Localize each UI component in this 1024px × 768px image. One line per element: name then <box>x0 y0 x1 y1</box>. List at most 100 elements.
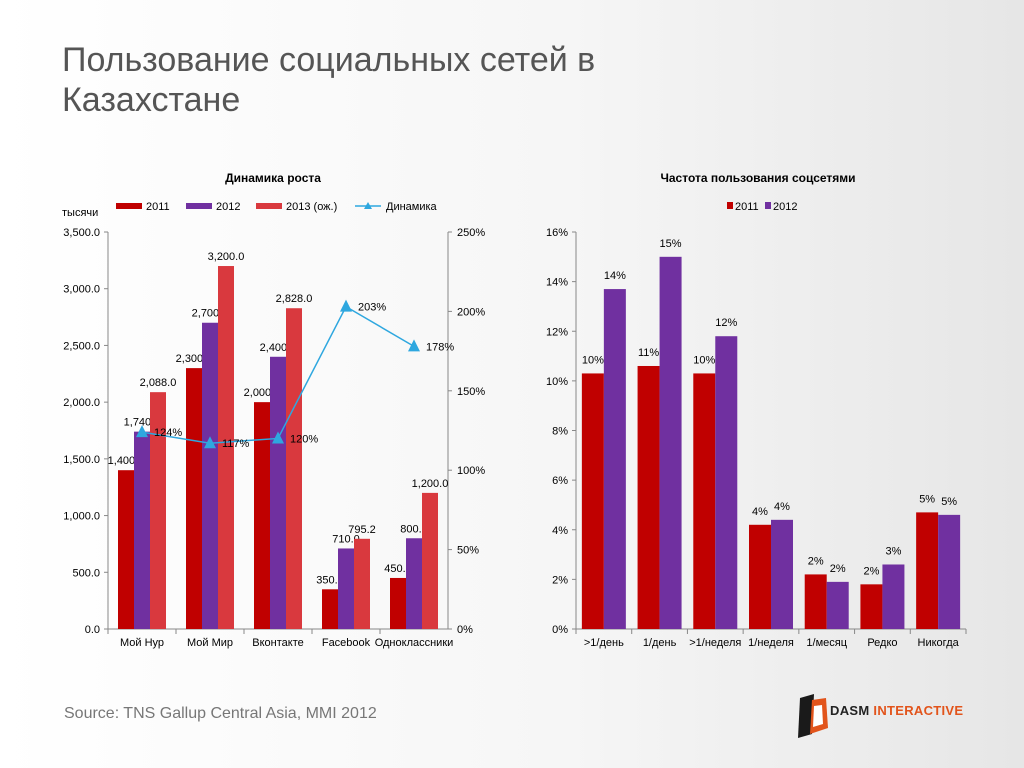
chart2-ytick-label: 10% <box>546 376 568 388</box>
chart1-ytick-label: 2,000.0 <box>63 397 100 409</box>
bar-2013-1 <box>218 266 234 629</box>
legend2-swatch-1 <box>765 202 771 209</box>
freq-bar-label: 11% <box>638 347 659 359</box>
legend-swatch-1 <box>186 203 212 209</box>
chart1-ylabel: тысячи <box>62 207 98 219</box>
freq-bar-2012-0 <box>603 289 626 629</box>
legend-label-line: Динамика <box>386 201 438 213</box>
freq-bar-2012-5 <box>882 564 905 629</box>
freq-bar-label: 4% <box>752 506 768 518</box>
freq-bar-label: 5% <box>919 493 935 505</box>
chart1-title: Динамика роста <box>225 171 321 185</box>
chart1-ytick-label: 1,000.0 <box>63 511 100 523</box>
chart1-category-label: Мой Нур <box>120 637 164 649</box>
chart1-y2tick-label: 50% <box>457 545 479 557</box>
chart1-ytick-label: 3,500.0 <box>63 227 100 239</box>
bar-2013-0 <box>150 392 166 629</box>
freq-bar-2012-2 <box>715 336 738 629</box>
chart1-ytick-label: 2,500.0 <box>63 340 100 352</box>
dasm-logo: DASM INTERACTIVE <box>792 690 992 740</box>
bar-label: 1,200.0 <box>412 478 449 490</box>
chart2-ytick-label: 14% <box>546 277 568 289</box>
logo-word-dasm: DASM <box>830 703 870 718</box>
chart1-y2tick-label: 150% <box>457 386 485 398</box>
dynamics-point-0 <box>136 425 148 438</box>
freq-bar-2012-3 <box>771 519 793 629</box>
chart2-category-label: 1/день <box>643 637 677 649</box>
source-text: Source: TNS Gallup Central Asia, MMI 201… <box>64 705 377 722</box>
legend-swatch-0 <box>116 203 142 209</box>
dynamics-point-3 <box>340 299 352 312</box>
chart1-y2tick-label: 200% <box>457 306 485 318</box>
freq-bar-label: 2% <box>863 565 879 577</box>
freq-bar-2011-1 <box>637 365 660 629</box>
logo-word-interactive: INTERACTIVE <box>873 703 964 718</box>
legend2-label-1: 2012 <box>773 201 797 213</box>
chart1-category-label: Мой Мир <box>187 637 233 649</box>
bar-2012-4 <box>406 538 422 629</box>
chart1-y2tick-label: 100% <box>457 465 485 477</box>
dasm-logo-mark <box>798 694 828 738</box>
legend-label-2: 2013 (ож.) <box>286 201 337 213</box>
chart2-ytick-label: 0% <box>552 624 568 636</box>
chart2-ytick-label: 12% <box>546 326 568 338</box>
dasm-logo-text: DASM INTERACTIVE <box>830 703 963 718</box>
chart2-category-label: >1/неделя <box>689 637 741 649</box>
freq-bar-2011-4 <box>804 574 827 629</box>
dynamics-label: 120% <box>290 433 318 445</box>
legend-marker-line <box>364 202 372 209</box>
chart1-ytick-label: 500.0 <box>72 567 100 579</box>
chart1-y2tick-label: 0% <box>457 624 473 636</box>
chart2-title: Частота пользования соцсетями <box>660 171 855 185</box>
chart2-ytick-label: 16% <box>546 227 568 239</box>
chart1-category-label: Facebook <box>322 637 371 649</box>
chart1-category-label: Вконтакте <box>252 637 303 649</box>
bar-2012-1 <box>202 322 218 629</box>
legend-swatch-2 <box>256 203 282 209</box>
chart2-category-label: >1/день <box>584 637 624 649</box>
chart1-ytick-label: 0.0 <box>85 624 100 636</box>
chart2-ytick-label: 6% <box>552 475 568 487</box>
bar-label: 2,828.0 <box>276 293 313 305</box>
freq-bar-2011-2 <box>693 373 716 629</box>
freq-bar-label: 2% <box>808 555 824 567</box>
bar-label: 800.0 <box>400 523 428 535</box>
bar-2012-2 <box>270 356 286 629</box>
freq-bar-2012-4 <box>826 581 849 629</box>
bar-2012-0 <box>134 431 150 629</box>
legend-label-0: 2011 <box>146 201 170 213</box>
freq-bar-label: 3% <box>885 545 901 557</box>
freq-bar-label: 2% <box>830 563 846 575</box>
freq-bar-2011-6 <box>916 512 939 629</box>
chart2-category-label: Редко <box>867 637 897 649</box>
freq-bar-2012-6 <box>938 514 961 629</box>
bar-label: 350.0 <box>316 574 344 586</box>
bar-2011-3 <box>322 589 338 629</box>
chart2-category-label: Никогда <box>918 637 960 649</box>
bar-label: 710.0 <box>332 533 360 545</box>
freq-bar-2012-1 <box>659 256 682 629</box>
chart2-ytick-label: 8% <box>552 426 568 438</box>
bar-label: 2,088.0 <box>140 377 177 389</box>
freq-bar-label: 15% <box>660 238 682 250</box>
chart2-ytick-label: 2% <box>552 574 568 586</box>
freq-bar-label: 4% <box>774 501 790 513</box>
bar-2013-2 <box>286 308 302 629</box>
dynamics-point-2 <box>272 431 284 444</box>
chart1-ytick-label: 3,000.0 <box>63 284 100 296</box>
freq-bar-2011-3 <box>749 524 771 629</box>
legend2-label-0: 2011 <box>735 201 759 213</box>
dynamics-label: 203% <box>358 302 386 314</box>
bar-2012-3 <box>338 548 354 629</box>
dynamics-point-4 <box>408 339 420 352</box>
freq-bar-label: 14% <box>604 270 626 282</box>
bar-2013-3 <box>354 538 370 629</box>
bar-2011-4 <box>390 577 406 629</box>
freq-bar-label: 5% <box>941 496 957 508</box>
chart1-ytick-label: 1,500.0 <box>63 454 100 466</box>
bar-2011-0 <box>118 470 134 629</box>
legend2-swatch-0 <box>727 202 733 209</box>
bar-label: 3,200.0 <box>208 251 245 263</box>
legend-label-1: 2012 <box>216 201 240 213</box>
